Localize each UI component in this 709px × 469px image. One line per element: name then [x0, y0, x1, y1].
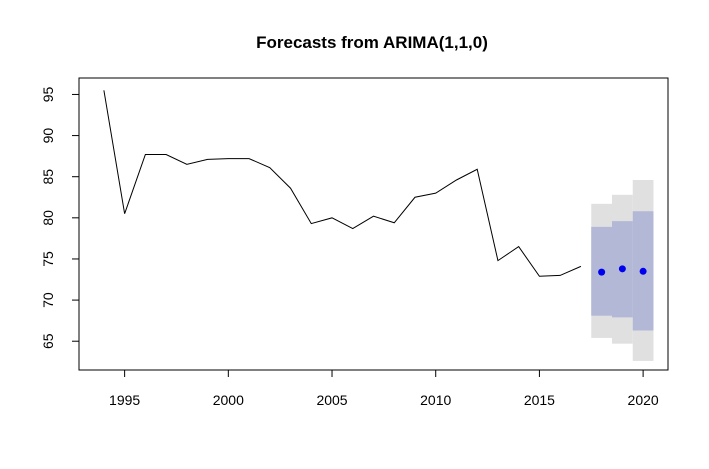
y-tick-label-65: 65 — [40, 333, 56, 349]
y-tick-label-75: 75 — [40, 251, 56, 267]
y-axis: 65 70 75 80 85 90 95 — [40, 86, 80, 349]
x-axis: 1995 2000 2005 2010 2015 2020 — [109, 369, 659, 408]
x-tick-label-2005: 2005 — [316, 392, 347, 408]
x-tick-label-2015: 2015 — [524, 392, 555, 408]
y-tick-label-95: 95 — [40, 86, 56, 102]
forecast-point-2019 — [618, 265, 626, 273]
observed-series — [103, 90, 582, 277]
y-tick-label-70: 70 — [40, 292, 56, 308]
forecast-point-2018 — [598, 268, 606, 276]
plot-border — [78, 77, 669, 371]
forecast-points — [598, 265, 647, 276]
x-tick-label-2000: 2000 — [213, 392, 244, 408]
x-tick-label-1995: 1995 — [109, 392, 140, 408]
y-tick-label-85: 85 — [40, 169, 56, 185]
x-tick-label-2010: 2010 — [420, 392, 451, 408]
x-tick-label-2020: 2020 — [628, 392, 659, 408]
forecast-point-2020 — [639, 267, 647, 275]
y-tick-label-90: 90 — [40, 128, 56, 144]
observed-line — [103, 90, 582, 277]
y-tick-label-80: 80 — [40, 210, 56, 226]
chart-title: Forecasts from ARIMA(1,1,0) — [256, 33, 488, 52]
